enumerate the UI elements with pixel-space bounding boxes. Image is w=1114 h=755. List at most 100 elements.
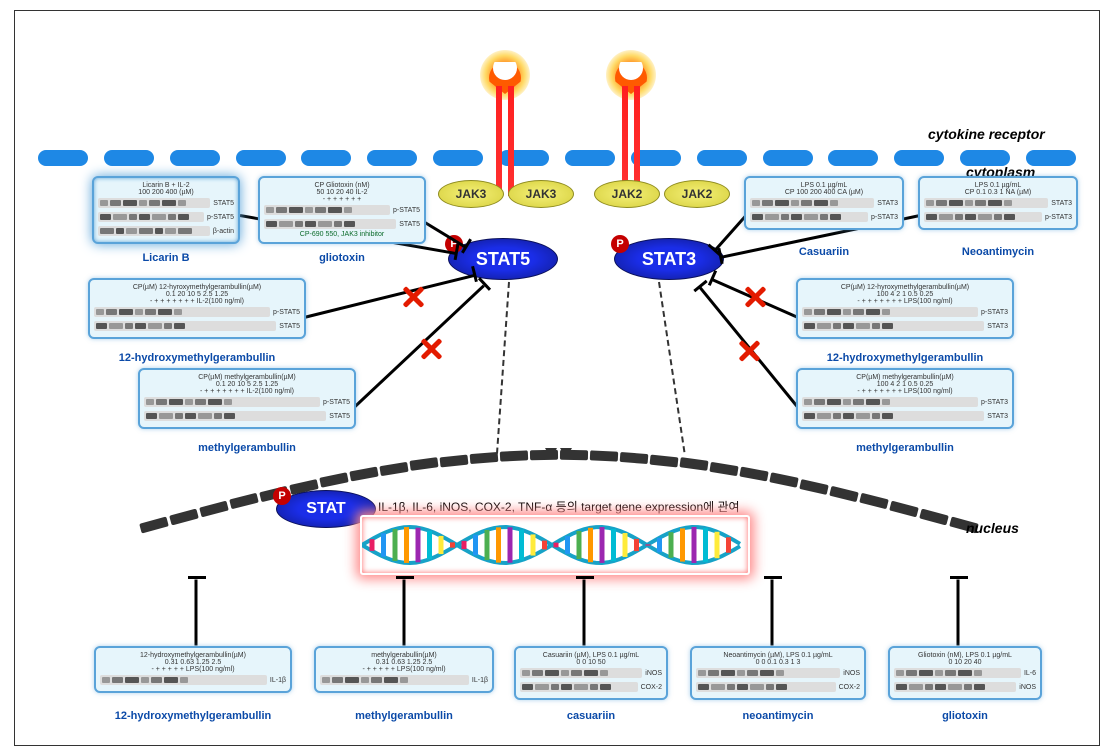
gel-caption: 12-hydroxymethylgerambullin bbox=[796, 352, 1014, 364]
gel-hmg_bottom: 12-hydroxymethylgerambullin(µM)0.31 0.63… bbox=[94, 646, 292, 693]
gel-caption: 12-hydroxymethylgerambullin bbox=[94, 710, 292, 722]
inhibition-x-icon bbox=[402, 286, 424, 308]
gel-header: 0.31 0.63 1.25 2.5 bbox=[320, 659, 488, 666]
receptor-stem-left-a bbox=[496, 86, 502, 196]
gel-header: - + + + + + + bbox=[264, 196, 420, 203]
inhibition-x-icon bbox=[744, 286, 766, 308]
gel-mg_stat3: CP(µM) methylgerambullin(µM)100 4 2 1 0.… bbox=[796, 368, 1014, 429]
gel-header: methylgerabullin(µM) bbox=[320, 652, 488, 659]
gel-caption: neoantimycin bbox=[690, 710, 866, 722]
gel-row-label: p-STAT5 bbox=[273, 309, 300, 316]
dna-caption: IL-1β, IL-6, iNOS, COX-2, TNF-α 등의 targe… bbox=[378, 498, 740, 515]
jak-oval: JAK3 bbox=[438, 180, 504, 208]
jak-oval: JAK2 bbox=[594, 180, 660, 208]
gel-row-label: STAT3 bbox=[877, 200, 898, 207]
gel-licarin: Licarin B + IL-2100 200 400 (µM) STAT5 p-S… bbox=[92, 176, 240, 244]
gel-row-label: STAT3 bbox=[987, 323, 1008, 330]
gel-caption: methylgerambullin bbox=[314, 710, 494, 722]
receptor-stem-left-b bbox=[508, 86, 514, 196]
stat-nuclear-label: STAT bbox=[306, 500, 345, 518]
jak-oval: JAK3 bbox=[508, 180, 574, 208]
inhibition-x-icon bbox=[420, 338, 442, 360]
gel-header: 0 10 20 40 bbox=[894, 659, 1036, 666]
gel-header: - + + + + + LPS(100 ng/ml) bbox=[320, 666, 488, 673]
gel-header: 12-hydroxymethylgerambullin(µM) bbox=[100, 652, 286, 659]
jak-oval: JAK2 bbox=[664, 180, 730, 208]
gel-header: CP 0.1 0.3 1 NA (µM) bbox=[924, 189, 1072, 196]
cytokine-receptor-label: cytokine receptor bbox=[928, 126, 1045, 142]
gel-header: CP(µM) methylgerambullin(µM) bbox=[802, 374, 1008, 381]
gel-hmg_stat3: CP(µM) 12-hyroxymethylgerambullin(µM)100… bbox=[796, 278, 1014, 339]
gel-header: 100 4 2 1 0.5 0.25 bbox=[802, 381, 1008, 388]
gel-header: Licarin B + IL-2 bbox=[98, 182, 234, 189]
gel-header: 100 4 2 1 0.5 0.25 bbox=[802, 291, 1008, 298]
gel-row-label: p-STAT3 bbox=[981, 399, 1008, 406]
gel-header: Neoantimycin (µM), LPS 0.1 µg/mL bbox=[696, 652, 860, 659]
gel-caption: methylgerambullin bbox=[138, 442, 356, 454]
gel-row-label: iNOS bbox=[843, 670, 860, 677]
gel-row-label: COX-2 bbox=[641, 684, 662, 691]
gel-row-label: p-STAT5 bbox=[207, 214, 234, 221]
gel-row-label: p-STAT3 bbox=[981, 309, 1008, 316]
gel-row-label: STAT3 bbox=[987, 413, 1008, 420]
gel-row-label: iNOS bbox=[645, 670, 662, 677]
stat5-label: STAT5 bbox=[476, 249, 530, 270]
dna-helix-box bbox=[360, 515, 750, 575]
gel-caption: 12-hydroxymethylgerambullin bbox=[88, 352, 306, 364]
gel-header: Casuariin (µM), LPS 0.1 µg/mL bbox=[520, 652, 662, 659]
gel-header: - + + + + + + + LPS(100 ng/ml) bbox=[802, 388, 1008, 395]
gel-gliotoxin: CP Gliotoxin (nM)50 10 20 40 IL-2- + + +… bbox=[258, 176, 426, 244]
gel-neoantimycin_bottom: Neoantimycin (µM), LPS 0.1 µg/mL0 0 0.1 … bbox=[690, 646, 866, 700]
gel-header: LPS 0.1 µg/mL bbox=[924, 182, 1072, 189]
gel-header: - + + + + + + + LPS(100 ng/ml) bbox=[802, 298, 1008, 305]
gel-row-label: p-STAT5 bbox=[323, 399, 350, 406]
plasma-membrane bbox=[0, 150, 1114, 166]
gel-row-label: IL-6 bbox=[1024, 670, 1036, 677]
gel-row-label: STAT5 bbox=[329, 413, 350, 420]
stat3-label: STAT3 bbox=[642, 249, 696, 270]
gel-caption: gliotoxin bbox=[888, 710, 1042, 722]
gel-row-label: STAT3 bbox=[1051, 200, 1072, 207]
gel-gliotoxin_bottom: Gliotoxin (nM), LPS 0.1 µg/mL0 10 20 40 I… bbox=[888, 646, 1042, 700]
gel-header: 0.1 20 10 5 2.5 1.25 bbox=[94, 291, 300, 298]
gel-row-label: STAT5 bbox=[399, 221, 420, 228]
gel-row-label: p-STAT3 bbox=[871, 214, 898, 221]
gel-header: CP(µM) 12-hyroxymethylgerambullin(µM) bbox=[802, 284, 1008, 291]
gel-row-label: p-STAT5 bbox=[393, 207, 420, 214]
gel-header: 50 10 20 40 IL-2 bbox=[264, 189, 420, 196]
phospho-dot-stat3: P bbox=[611, 235, 629, 253]
gel-mg_bottom: methylgerabullin(µM)0.31 0.63 1.25 2.5- … bbox=[314, 646, 494, 693]
gel-caption: Casuariin bbox=[744, 246, 904, 258]
gel-header: 0 0 0.1 0.3 1 3 bbox=[696, 659, 860, 666]
gel-row-label: IL-1β bbox=[472, 677, 488, 684]
gel-caption: methylgerambullin bbox=[796, 442, 1014, 454]
gel-row-label: COX-2 bbox=[839, 684, 860, 691]
gel-hmg_stat5: CP(µM) 12-hyroxymethylgerambullin(µM)0.1… bbox=[88, 278, 306, 339]
gel-header: - + + + + + + + IL-2(100 ng/ml) bbox=[94, 298, 300, 305]
gel-row-label: STAT5 bbox=[213, 200, 234, 207]
dna-helix-svg bbox=[362, 517, 748, 573]
gel-header: CP 100 200 400 CA (µM) bbox=[750, 189, 898, 196]
gel-caption: casuariin bbox=[514, 710, 668, 722]
gel-caption: Neoantimycin bbox=[918, 246, 1078, 258]
gel-header: 0.1 20 10 5 2.5 1.25 bbox=[144, 381, 350, 388]
gel-header: 100 200 400 (µM) bbox=[98, 189, 234, 196]
gel-casuariin_top: LPS 0.1 µg/mLCP 100 200 400 CA (µM) STAT3… bbox=[744, 176, 904, 230]
gel-row-label: p-STAT3 bbox=[1045, 214, 1072, 221]
gel-row-label: β-actin bbox=[213, 228, 234, 235]
gel-header: - + + + + + + + IL-2(100 ng/ml) bbox=[144, 388, 350, 395]
inhibition-x-icon bbox=[738, 340, 760, 362]
gel-header: CP Gliotoxin (nM) bbox=[264, 182, 420, 189]
gel-header: LPS 0.1 µg/mL bbox=[750, 182, 898, 189]
gel-header: - + + + + + LPS(100 ng/ml) bbox=[100, 666, 286, 673]
gel-mg_stat5: CP(µM) methylgerambullin(µM)0.1 20 10 5 … bbox=[138, 368, 356, 429]
gel-footer: CP-690 550, JAK3 inhibitor bbox=[264, 231, 420, 238]
gel-header: Gliotoxin (nM), LPS 0.1 µg/mL bbox=[894, 652, 1036, 659]
gel-header: CP(µM) 12-hyroxymethylgerambullin(µM) bbox=[94, 284, 300, 291]
gel-neoantimycin_top: LPS 0.1 µg/mLCP 0.1 0.3 1 NA (µM) STAT3 p-… bbox=[918, 176, 1078, 230]
gel-casuariin_bottom: Casuariin (µM), LPS 0.1 µg/mL0 0 10 50iN… bbox=[514, 646, 668, 700]
gel-row-label: STAT5 bbox=[279, 323, 300, 330]
gel-header: CP(µM) methylgerambullin(µM) bbox=[144, 374, 350, 381]
nucleus-label: nucleus bbox=[966, 520, 1019, 536]
gel-header: 0.31 0.63 1.25 2.5 bbox=[100, 659, 286, 666]
